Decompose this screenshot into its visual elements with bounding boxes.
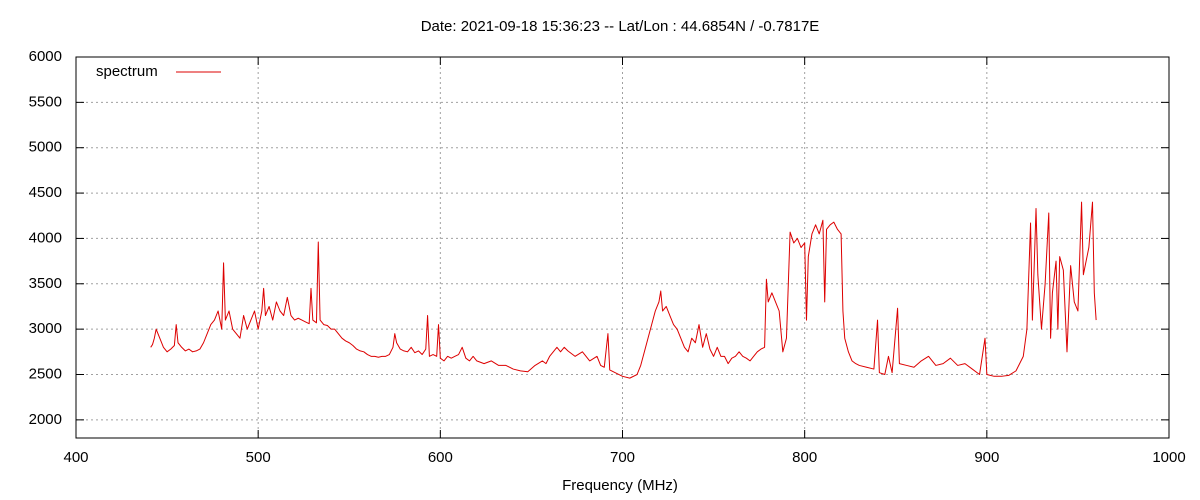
x-tick-label: 400 — [63, 449, 88, 466]
data-line — [150, 201, 1097, 379]
x-tick-label: 600 — [428, 449, 453, 466]
y-tick-label: 4500 — [29, 184, 62, 201]
y-tick-label: 6000 — [29, 48, 62, 65]
x-axis-label: Frequency (MHz) — [562, 477, 678, 494]
y-tick-label: 5000 — [29, 139, 62, 156]
x-tick-label: 700 — [610, 449, 635, 466]
x-tick-label: 800 — [792, 449, 817, 466]
legend: spectrum — [96, 63, 221, 80]
x-tick-label: 500 — [246, 449, 271, 466]
plot-frame — [75, 56, 1170, 439]
y-tick-label: 2500 — [29, 365, 62, 382]
y-tick-label: 3000 — [29, 320, 62, 337]
y-tick-label: 3500 — [29, 275, 62, 292]
y-tick-label: 4000 — [29, 229, 62, 246]
chart-title: Date: 2021-09-18 15:36:23 -- Lat/Lon : 4… — [421, 18, 820, 35]
x-tick-label: 900 — [974, 449, 999, 466]
y-tick-label: 2000 — [29, 411, 62, 428]
legend-label: spectrum — [96, 63, 158, 80]
x-tick-label: 1000 — [1152, 449, 1185, 466]
y-tick-label: 5500 — [29, 93, 62, 110]
